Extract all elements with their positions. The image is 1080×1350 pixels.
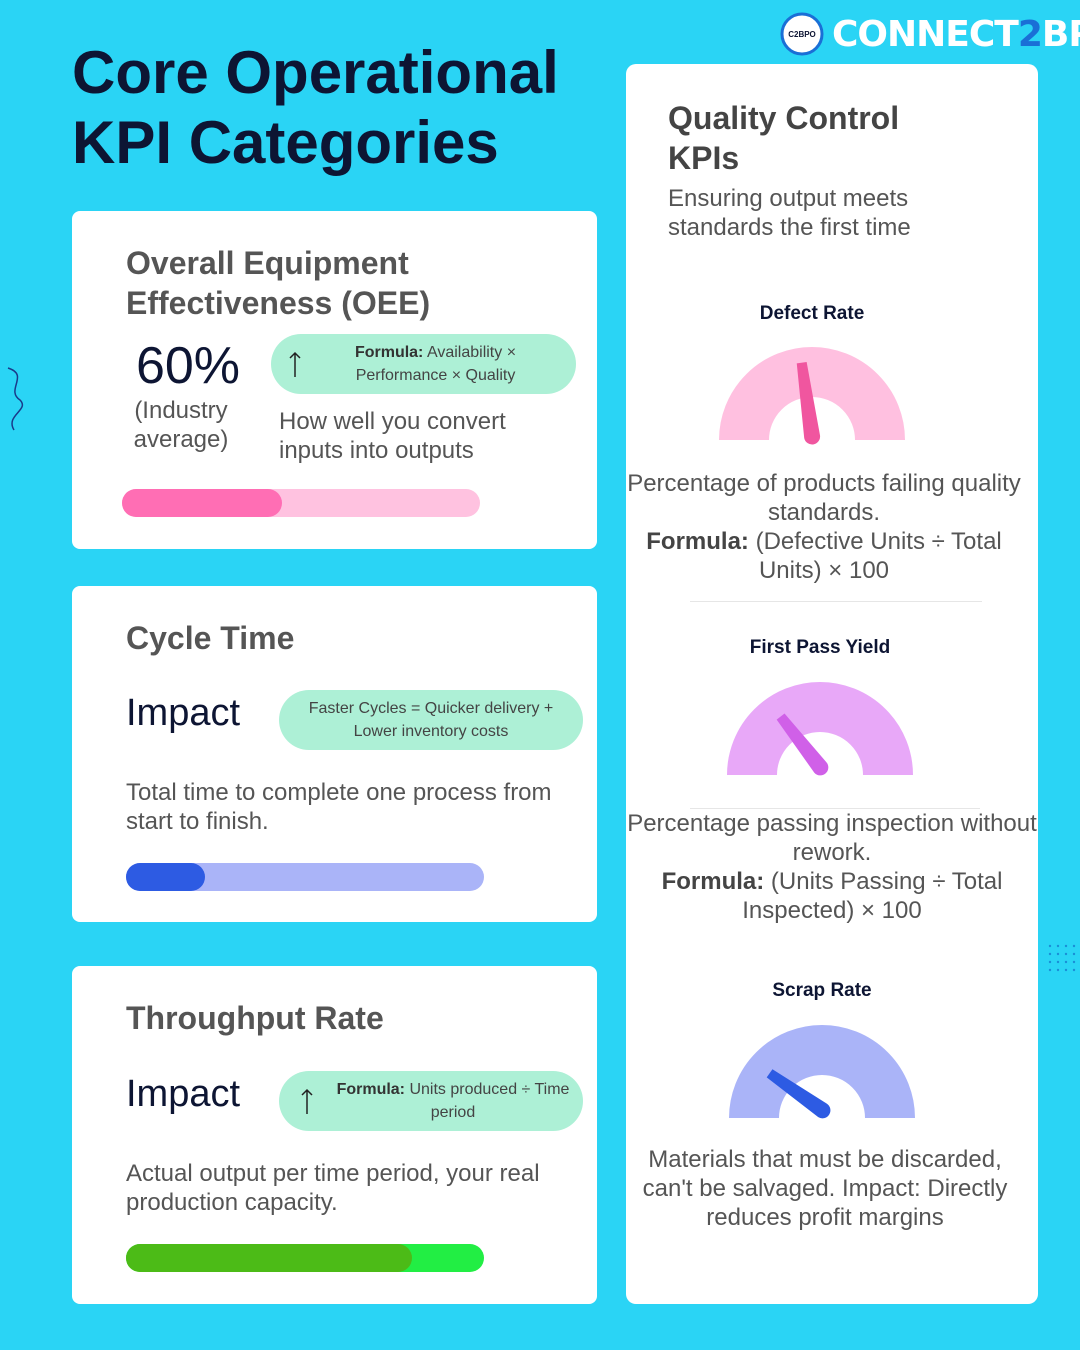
gauge-description: Materials that must be discarded, can't … bbox=[642, 1146, 1008, 1231]
panel-subtitle: Ensuring output meets standards the firs… bbox=[668, 185, 911, 241]
separator bbox=[690, 601, 982, 602]
brand-part: BPO bbox=[1041, 14, 1080, 55]
separator bbox=[690, 808, 980, 809]
gauge bbox=[719, 347, 905, 445]
stat: 60% bbox=[135, 337, 241, 395]
progress-bar bbox=[122, 489, 480, 517]
progress-bar bbox=[126, 863, 484, 891]
formula: (Defective Units ÷ Total Units) × 100 bbox=[755, 528, 1002, 584]
gauge-name: Scrap Rate bbox=[772, 980, 872, 1001]
gauge bbox=[727, 682, 913, 777]
brand-part: 2 bbox=[1017, 14, 1043, 55]
brand-part: CONNECT bbox=[832, 14, 1019, 55]
logo-text: C2BPO bbox=[788, 30, 816, 39]
gauge-description: Percentage of products failing quality s… bbox=[618, 469, 1030, 585]
brand-name: CONNECT2BPO bbox=[832, 14, 1080, 55]
gauge-name: First Pass Yield bbox=[749, 637, 891, 658]
formula-pill: Formula: Units produced ÷ Time period bbox=[279, 1071, 583, 1131]
card-description: Total time to complete one process from … bbox=[126, 779, 552, 835]
formula-label: Formula: bbox=[661, 868, 765, 895]
panel-title: Quality Control KPIs bbox=[668, 100, 900, 176]
stat-note: (Industry average) bbox=[133, 397, 229, 453]
dots bbox=[1048, 944, 1076, 972]
arrow-icon bbox=[289, 351, 301, 377]
formula-label: Formula: bbox=[336, 1081, 406, 1098]
logo-icon: C2BPO bbox=[780, 12, 824, 56]
formula: Units produced ÷ Time period bbox=[409, 1081, 570, 1121]
arrow-icon bbox=[301, 1088, 313, 1114]
description: Percentage of products failing quality s… bbox=[627, 470, 1021, 526]
gauge-description: Percentage passing inspection without re… bbox=[626, 809, 1038, 925]
impact-label: Impact bbox=[126, 692, 241, 734]
progress-bar bbox=[126, 1244, 484, 1272]
description: Percentage passing inspection without re… bbox=[627, 810, 1037, 866]
card-description: How well you convert inputs into outputs bbox=[279, 408, 506, 464]
formula-pill: Formula: Availability × Performance × Qu… bbox=[271, 334, 576, 394]
card-title: Overall Equipment Effectiveness (OEE) bbox=[126, 245, 431, 321]
squiggle bbox=[7, 367, 23, 431]
page-title: Core Operational KPI Categories bbox=[72, 39, 559, 176]
impact-pill: Faster Cycles = Quicker delivery + Lower… bbox=[279, 690, 583, 750]
gauge-name: Defect Rate bbox=[759, 303, 865, 324]
formula: (Units Passing ÷ Total Inspected) × 100 bbox=[742, 868, 1003, 924]
card-title: Throughput Rate bbox=[126, 1000, 384, 1036]
formula-label: Formula: bbox=[354, 344, 424, 361]
formula: Availability × Performance × Quality bbox=[355, 344, 517, 384]
impact-label: Impact bbox=[126, 1073, 241, 1115]
formula-label: Formula: bbox=[646, 528, 749, 555]
gauge bbox=[729, 1025, 915, 1120]
card-description: Actual output per time period, your real… bbox=[126, 1160, 540, 1216]
card-title: Cycle Time bbox=[126, 620, 295, 656]
